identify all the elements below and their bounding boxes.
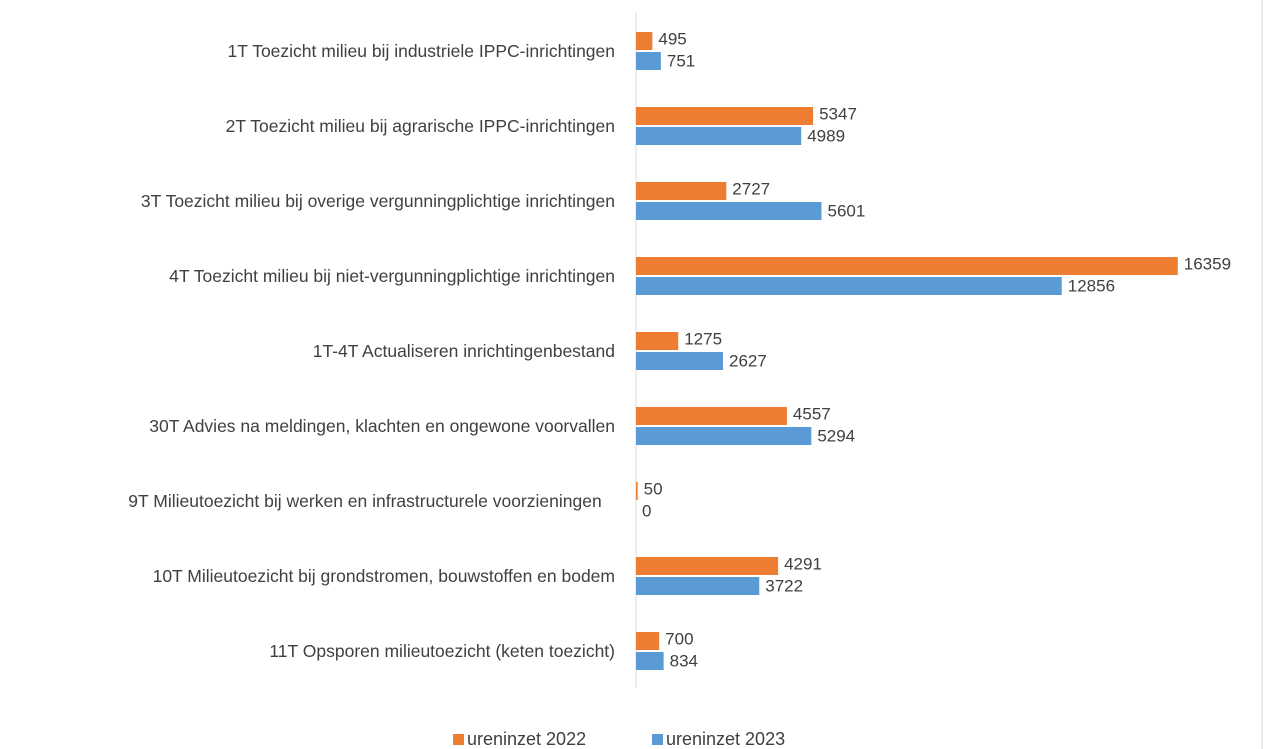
value-label: 1275 (684, 329, 722, 348)
bar (636, 127, 802, 145)
category-label: 9T Milieutoezicht bij werken en infrastr… (128, 491, 602, 511)
value-label: 834 (670, 651, 698, 670)
bar (636, 577, 760, 595)
value-label: 12856 (1068, 276, 1115, 295)
category-label: 2T Toezicht milieu bij agrarische IPPC-i… (225, 116, 615, 136)
bar (636, 427, 812, 445)
legend-label: ureninzet 2023 (666, 729, 785, 749)
value-label: 16359 (1184, 254, 1231, 273)
category-label: 11T Opsporen milieutoezicht (keten toezi… (269, 641, 615, 661)
category-label: 3T Toezicht milieu bij overige vergunnin… (140, 191, 615, 211)
value-label: 0 (642, 501, 651, 520)
legend-swatch (652, 734, 663, 745)
value-label: 5294 (817, 426, 855, 445)
value-label: 2627 (729, 351, 767, 370)
legend-label: ureninzet 2022 (467, 729, 586, 749)
bar (636, 632, 660, 650)
bar (636, 52, 661, 70)
bar (636, 352, 724, 370)
value-label: 50 (644, 479, 663, 498)
value-label: 2727 (732, 179, 770, 198)
bar (636, 257, 1178, 275)
bar (636, 332, 679, 350)
bar (636, 202, 822, 220)
bar (636, 407, 787, 425)
category-label: 1T-4T Actualiseren inrichtingenbestand (312, 341, 615, 361)
value-label: 5601 (827, 201, 865, 220)
bar (636, 277, 1062, 295)
bar (636, 32, 653, 50)
value-label: 4557 (793, 404, 831, 423)
value-label: 4291 (784, 554, 822, 573)
category-label: 30T Advies na meldingen, klachten en ong… (149, 416, 615, 436)
bar (636, 107, 814, 125)
category-label: 10T Milieutoezicht bij grondstromen, bou… (152, 566, 615, 586)
value-label: 5347 (819, 104, 857, 123)
value-label: 751 (667, 51, 695, 70)
bar (636, 482, 638, 500)
category-label: 1T Toezicht milieu bij industriele IPPC-… (227, 41, 615, 61)
bar (636, 557, 779, 575)
value-label: 700 (665, 629, 693, 648)
bar (636, 652, 664, 670)
value-label: 495 (658, 29, 686, 48)
value-label: 4989 (807, 126, 845, 145)
value-label: 3722 (765, 576, 803, 595)
category-label: 4T Toezicht milieu bij niet-vergunningpl… (169, 266, 615, 286)
legend-swatch (453, 734, 464, 745)
bar (636, 182, 727, 200)
